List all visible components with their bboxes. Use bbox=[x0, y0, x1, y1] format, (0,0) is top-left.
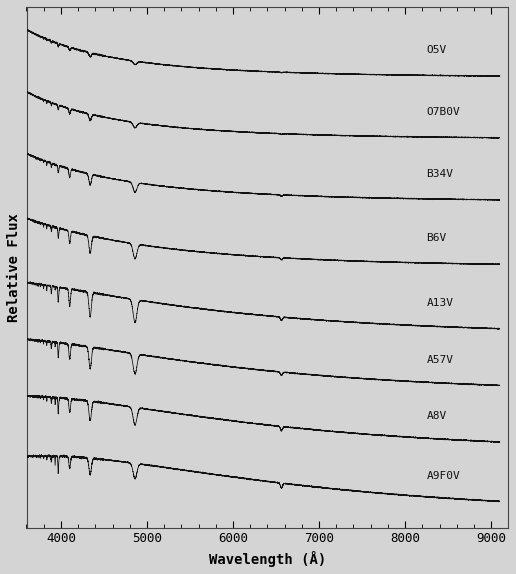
Text: A13V: A13V bbox=[427, 298, 454, 308]
Text: B34V: B34V bbox=[427, 169, 454, 179]
Y-axis label: Relative Flux: Relative Flux bbox=[7, 213, 21, 322]
Text: B6V: B6V bbox=[427, 234, 447, 243]
X-axis label: Wavelength (Å): Wavelength (Å) bbox=[209, 551, 326, 567]
Text: O7B0V: O7B0V bbox=[427, 107, 460, 117]
Text: O5V: O5V bbox=[427, 45, 447, 55]
Text: A9F0V: A9F0V bbox=[427, 471, 460, 480]
Text: A8V: A8V bbox=[427, 411, 447, 421]
Text: A57V: A57V bbox=[427, 355, 454, 364]
